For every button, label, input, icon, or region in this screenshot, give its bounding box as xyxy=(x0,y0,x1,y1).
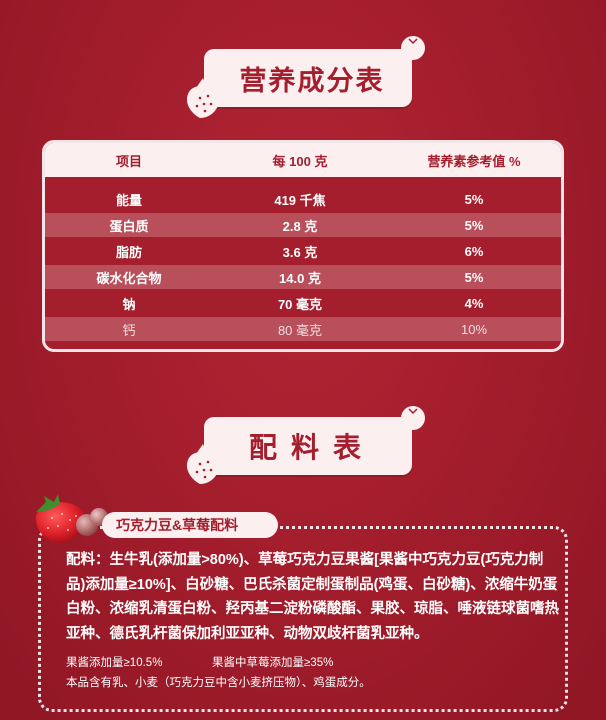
row-item: 能量 xyxy=(115,192,142,208)
row-per100g: 3.6 克 xyxy=(282,244,318,260)
row-item: 碳水化合物 xyxy=(96,270,162,286)
row-item: 蛋白质 xyxy=(109,218,149,234)
table-row: 蛋白质 2.8 克 5% xyxy=(45,213,561,237)
strawberry-icon xyxy=(186,78,221,118)
real-strawberry-icon xyxy=(35,494,85,544)
row-nrv: 6% xyxy=(464,243,484,259)
row-per100g: 419 千焦 xyxy=(274,192,326,208)
row-per100g: 80 毫克 xyxy=(277,322,323,338)
table-row: 钙 80 毫克 10% xyxy=(45,317,561,341)
table-header: 项目 每 100 克 营养素参考值 % xyxy=(45,143,561,177)
row-nrv: 5% xyxy=(464,191,484,207)
strawberry-amount-note: 果酱中草莓添加量≥35% xyxy=(212,657,334,669)
blueberry-icon xyxy=(401,406,425,430)
ingredients-title-pill: 配料表 xyxy=(204,417,412,475)
jam-amount-note: 果酱添加量≥10.5% xyxy=(66,657,163,669)
row-item: 钠 xyxy=(122,296,136,312)
table-row: 脂肪 3.6 克 6% xyxy=(45,239,561,263)
ingredients-title: 配料表 xyxy=(248,432,375,463)
table-row: 能量 419 千焦 5% xyxy=(45,187,561,211)
blueberry-icon xyxy=(401,36,425,60)
row-item: 钙 xyxy=(122,322,136,338)
row-per100g: 14.0 克 xyxy=(279,270,321,286)
row-nrv: 4% xyxy=(464,295,484,311)
header-nrv: 营养素参考值 % xyxy=(427,153,521,169)
table-row: 钠 70 毫克 4% xyxy=(45,291,561,315)
row-item: 脂肪 xyxy=(115,244,142,260)
nutrition-table: 项目 每 100 克 营养素参考值 % 能量 419 千焦 5% 蛋白质 2.8… xyxy=(42,140,564,352)
strawberry-icon xyxy=(186,444,221,484)
nutrition-title-pill: 营养成分表 xyxy=(204,49,412,107)
allergen-note: 本品含有乳、小麦（巧克力豆中含小麦挤压物）、鸡蛋成分。 xyxy=(66,677,371,689)
ingredients-list: 配料：生牛乳(添加量>80%)、草莓巧克力豆果酱[果酱中巧克力豆(巧克力制品)添… xyxy=(66,552,559,642)
table-row: 碳水化合物 14.0 克 5% xyxy=(45,265,561,289)
row-per100g: 70 毫克 xyxy=(277,296,323,312)
ingredients-banner: 巧克力豆&草莓配料 xyxy=(102,512,278,538)
row-nrv: 5% xyxy=(464,217,484,233)
row-nrv: 5% xyxy=(464,269,484,285)
ingredients-box xyxy=(38,526,568,712)
row-per100g: 2.8 克 xyxy=(282,218,318,234)
row-nrv: 10% xyxy=(460,321,488,337)
nutrition-title: 营养成分表 xyxy=(239,65,385,96)
header-per100g: 每 100 克 xyxy=(272,153,328,169)
header-item: 项目 xyxy=(115,153,142,169)
